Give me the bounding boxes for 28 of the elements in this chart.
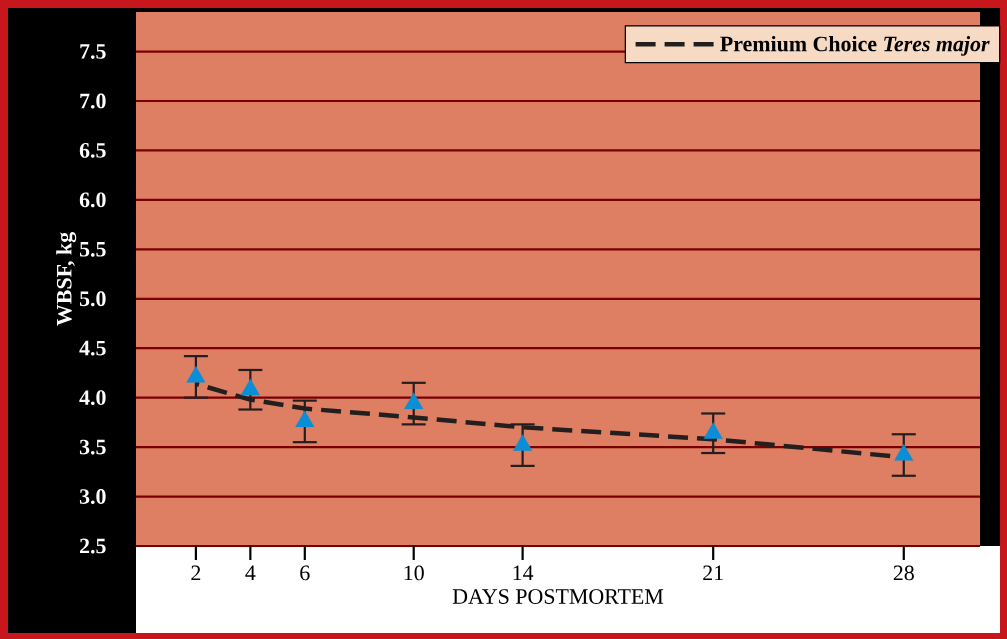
y-tick-label: 4.0 bbox=[79, 390, 106, 406]
point bbox=[186, 365, 206, 383]
y-tick-label: 5.5 bbox=[79, 241, 106, 257]
point bbox=[404, 392, 424, 410]
y-tick-label: 6.5 bbox=[79, 143, 106, 158]
y-tick-label: 4.5 bbox=[79, 340, 106, 356]
x-tick-label: 21 bbox=[703, 565, 723, 581]
y-tick-label: 7.0 bbox=[80, 93, 106, 109]
y-axis-title: WBSF, kg bbox=[56, 232, 77, 326]
x-tick-label: 10 bbox=[404, 565, 424, 581]
x-tick-label: 6 bbox=[300, 565, 310, 581]
x-tick-label: 4 bbox=[245, 565, 256, 580]
point bbox=[295, 410, 315, 427]
x-tick-label: 14 bbox=[513, 565, 534, 580]
y-tick-label: 6.0 bbox=[79, 192, 106, 208]
y-tick-label: 3.0 bbox=[79, 489, 106, 504]
y-tick-label: 7.5 bbox=[80, 44, 106, 59]
y-tick-label: 2.5 bbox=[80, 538, 106, 554]
point bbox=[894, 443, 914, 461]
legend-label: Premium Choice Teres major bbox=[720, 35, 990, 56]
x-axis-title: DAYS POSTMORTEM bbox=[452, 589, 664, 604]
y-tick-label: 5.0 bbox=[79, 291, 106, 307]
point bbox=[240, 378, 260, 396]
x-tick-label: 2 bbox=[191, 565, 201, 581]
y-tick-label: 3.5 bbox=[79, 439, 106, 455]
point bbox=[513, 434, 533, 451]
x-tick-label: 28 bbox=[893, 565, 914, 581]
point bbox=[703, 422, 723, 439]
